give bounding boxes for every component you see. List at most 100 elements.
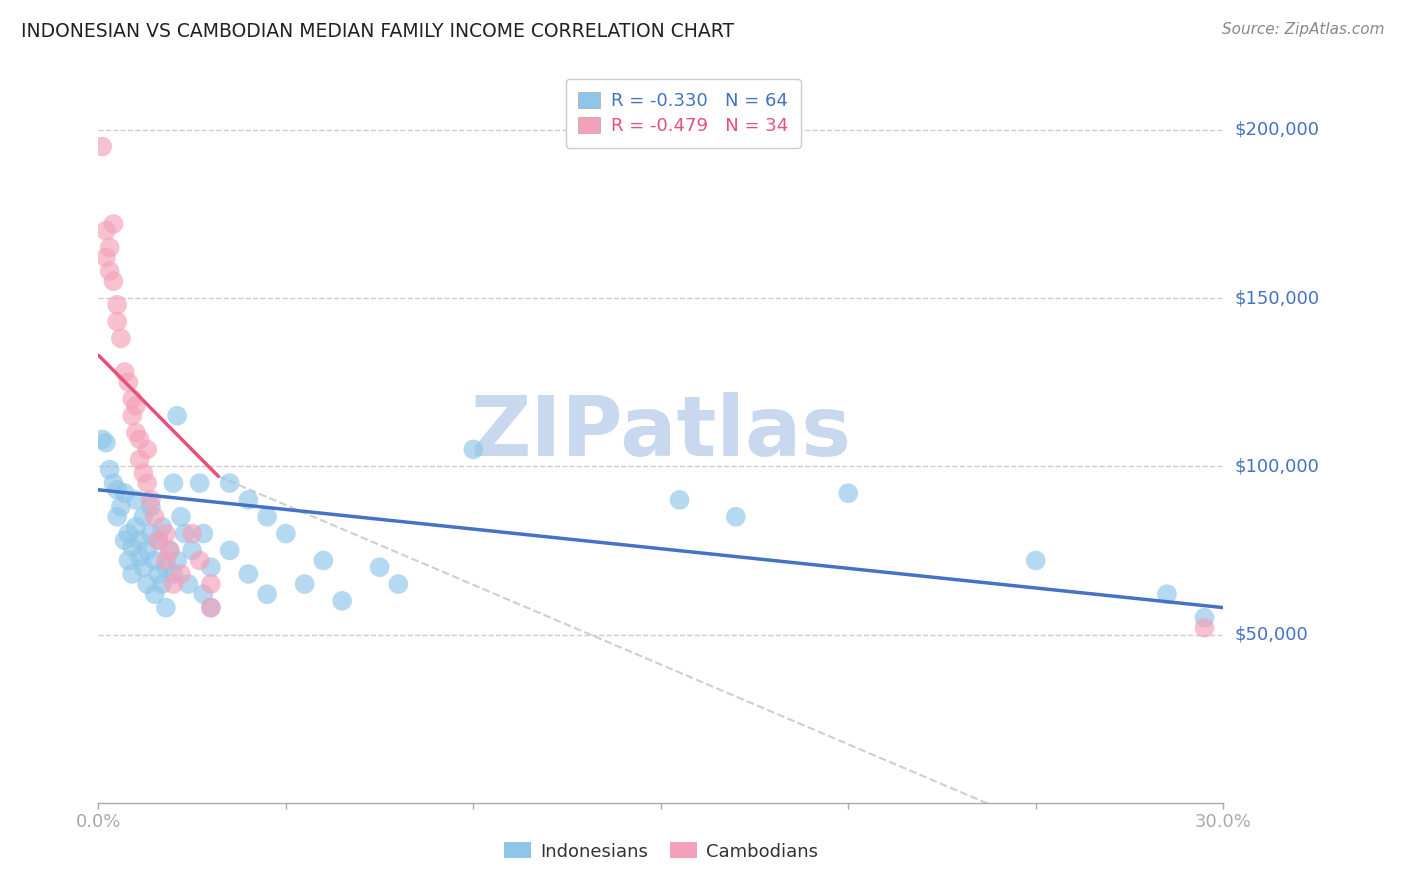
- Point: [117, 375, 139, 389]
- Point: [193, 526, 215, 541]
- Point: [105, 509, 128, 524]
- Point: [166, 409, 188, 423]
- Point: [162, 566, 184, 581]
- Point: [136, 577, 159, 591]
- Point: [150, 577, 173, 591]
- Point: [139, 500, 162, 514]
- Point: [162, 476, 184, 491]
- Point: [143, 509, 166, 524]
- Point: [193, 587, 215, 601]
- Point: [159, 543, 181, 558]
- Point: [105, 483, 128, 497]
- Point: [155, 553, 177, 567]
- Point: [98, 462, 121, 476]
- Point: [256, 509, 278, 524]
- Point: [200, 600, 222, 615]
- Point: [105, 314, 128, 328]
- Point: [148, 533, 170, 548]
- Point: [121, 392, 143, 406]
- Point: [139, 526, 162, 541]
- Point: [105, 298, 128, 312]
- Point: [387, 577, 409, 591]
- Point: [188, 476, 211, 491]
- Point: [114, 533, 136, 548]
- Point: [148, 533, 170, 548]
- Text: ZIPatlas: ZIPatlas: [471, 392, 851, 473]
- Point: [170, 509, 193, 524]
- Point: [181, 526, 204, 541]
- Point: [143, 587, 166, 601]
- Point: [724, 509, 747, 524]
- Point: [91, 433, 114, 447]
- Point: [143, 553, 166, 567]
- Text: $50,000: $50,000: [1234, 625, 1308, 643]
- Point: [368, 560, 391, 574]
- Point: [1194, 610, 1216, 624]
- Point: [128, 452, 150, 467]
- Text: $100,000: $100,000: [1234, 458, 1319, 475]
- Legend: Indonesians, Cambodians: Indonesians, Cambodians: [496, 835, 825, 868]
- Point: [132, 560, 155, 574]
- Point: [103, 476, 125, 491]
- Text: Source: ZipAtlas.com: Source: ZipAtlas.com: [1222, 22, 1385, 37]
- Point: [110, 500, 132, 514]
- Point: [136, 543, 159, 558]
- Point: [121, 566, 143, 581]
- Point: [330, 594, 353, 608]
- Point: [150, 520, 173, 534]
- Point: [128, 550, 150, 565]
- Point: [132, 466, 155, 480]
- Point: [91, 139, 114, 153]
- Point: [103, 274, 125, 288]
- Point: [200, 600, 222, 615]
- Point: [1025, 553, 1047, 567]
- Point: [177, 577, 200, 591]
- Point: [110, 331, 132, 345]
- Point: [312, 553, 335, 567]
- Point: [94, 224, 117, 238]
- Point: [94, 251, 117, 265]
- Point: [837, 486, 859, 500]
- Point: [98, 264, 121, 278]
- Text: $200,000: $200,000: [1234, 120, 1319, 139]
- Point: [166, 553, 188, 567]
- Point: [159, 543, 181, 558]
- Point: [125, 520, 148, 534]
- Point: [125, 425, 148, 440]
- Point: [181, 543, 204, 558]
- Point: [114, 365, 136, 379]
- Point: [148, 566, 170, 581]
- Point: [668, 492, 690, 507]
- Point: [125, 492, 148, 507]
- Point: [139, 492, 162, 507]
- Point: [188, 553, 211, 567]
- Point: [98, 240, 121, 255]
- Point: [238, 492, 260, 507]
- Point: [173, 526, 195, 541]
- Point: [200, 560, 222, 574]
- Text: $150,000: $150,000: [1234, 289, 1319, 307]
- Point: [162, 577, 184, 591]
- Point: [463, 442, 485, 457]
- Point: [121, 540, 143, 554]
- Point: [132, 509, 155, 524]
- Point: [121, 409, 143, 423]
- Point: [117, 553, 139, 567]
- Point: [155, 560, 177, 574]
- Point: [1156, 587, 1178, 601]
- Point: [200, 577, 222, 591]
- Point: [218, 543, 240, 558]
- Point: [128, 533, 150, 548]
- Point: [274, 526, 297, 541]
- Point: [114, 486, 136, 500]
- Point: [125, 399, 148, 413]
- Point: [294, 577, 316, 591]
- Point: [1194, 621, 1216, 635]
- Point: [256, 587, 278, 601]
- Point: [128, 433, 150, 447]
- Point: [155, 600, 177, 615]
- Point: [117, 526, 139, 541]
- Point: [155, 526, 177, 541]
- Point: [136, 476, 159, 491]
- Point: [218, 476, 240, 491]
